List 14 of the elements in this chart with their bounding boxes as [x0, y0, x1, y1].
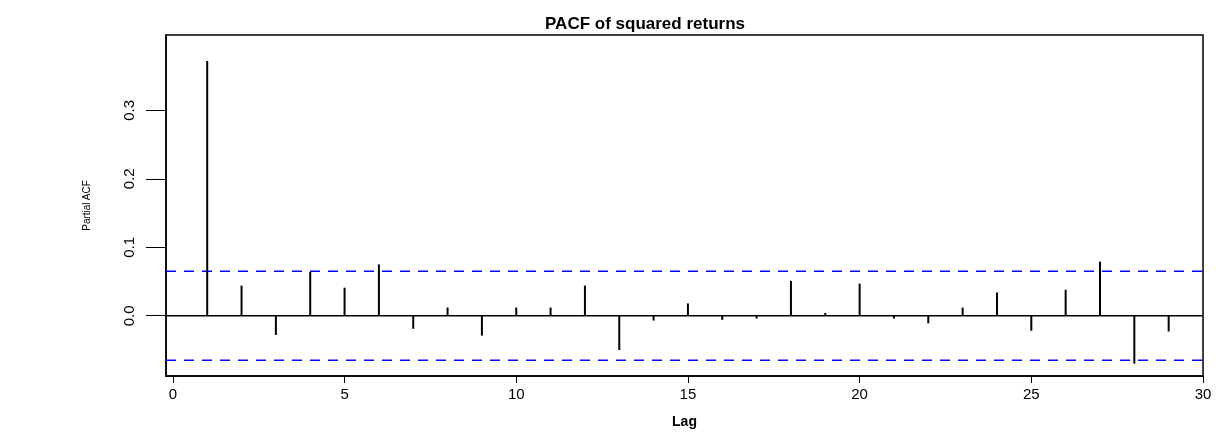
y-tick-label: 0.0: [120, 305, 137, 327]
x-tick-label: 0: [168, 385, 178, 402]
y-tick-label: 0.2: [120, 168, 137, 190]
y-tick-label: 0.3: [120, 99, 137, 121]
y-tick-label: 0.1: [120, 236, 137, 258]
chart-title: PACF of squared returns: [545, 14, 745, 33]
x-axis-title: Lag: [672, 413, 697, 429]
x-tick-label: 20: [851, 385, 868, 402]
x-tick-label: 15: [679, 385, 697, 402]
x-tick-label: 5: [340, 385, 349, 402]
x-tick-label: 30: [1194, 385, 1212, 402]
x-tick-label: 10: [507, 385, 525, 402]
x-tick-label: 25: [1022, 385, 1040, 402]
y-axis-title: Partial ACF: [80, 180, 92, 231]
